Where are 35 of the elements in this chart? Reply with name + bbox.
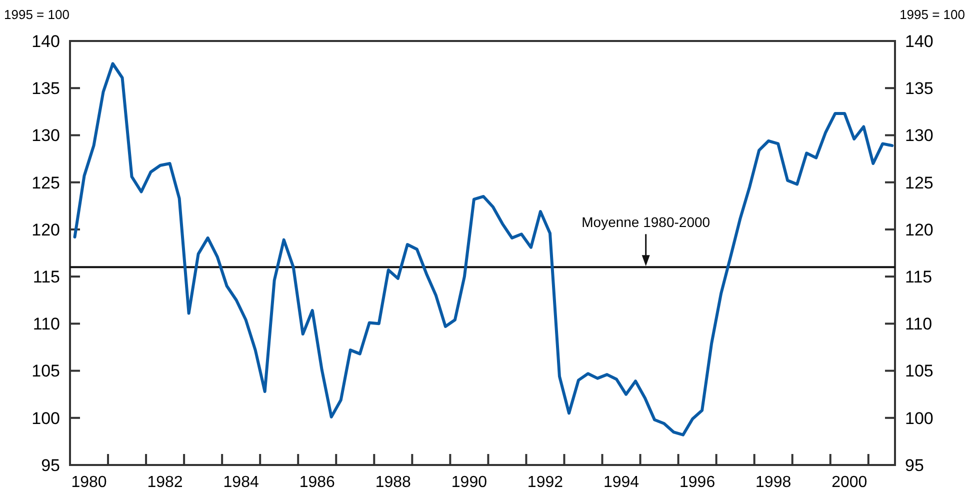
y2-tick-label: 110: [905, 314, 932, 334]
ref-line-label: Moyenne 1980-2000: [582, 214, 710, 230]
x-tick-label: 1980: [71, 474, 107, 491]
x-tick-label: 1998: [756, 474, 792, 491]
y2-tick-label: 115: [905, 268, 932, 287]
x-tick-label: 1994: [603, 474, 640, 491]
y2-tick-label: 100: [905, 408, 934, 428]
y-axis-title: 1995 = 100: [4, 7, 70, 22]
x-tick-label: 1982: [147, 474, 183, 491]
y2-tick-label: 130: [905, 126, 934, 146]
y-tick-label: 140: [32, 32, 60, 51]
y2-tick-label: 120: [905, 220, 934, 240]
y2-tick-label: 135: [905, 79, 934, 98]
x-tick-label: 1988: [375, 474, 412, 491]
x-tick-label: 1984: [223, 474, 259, 491]
y-tick-label: 110: [32, 314, 60, 334]
y2-axis-title: 1995 = 100: [900, 7, 965, 22]
y-tick-label: 125: [32, 173, 60, 192]
y-tick-label: 105: [32, 362, 60, 381]
x-tick-label: 1986: [299, 474, 336, 491]
x-tick-label: 1992: [527, 474, 564, 491]
y-tick-label: 115: [32, 268, 60, 287]
x-tick-label: 1996: [680, 474, 716, 491]
x-tick-label: 2000: [832, 474, 868, 491]
y-tick-label: 120: [32, 220, 60, 240]
y-tick-label: 135: [32, 79, 60, 98]
y-tick-label: 95: [41, 456, 60, 475]
y2-tick-label: 105: [905, 362, 934, 381]
y2-tick-label: 125: [905, 173, 934, 192]
y2-tick-label: 95: [905, 456, 924, 475]
y-tick-label: 100: [32, 408, 60, 428]
y-tick-label: 130: [32, 126, 60, 146]
line-series: [73, 62, 894, 436]
x-tick-label: 1990: [451, 474, 488, 491]
y2-tick-label: 140: [905, 32, 934, 51]
